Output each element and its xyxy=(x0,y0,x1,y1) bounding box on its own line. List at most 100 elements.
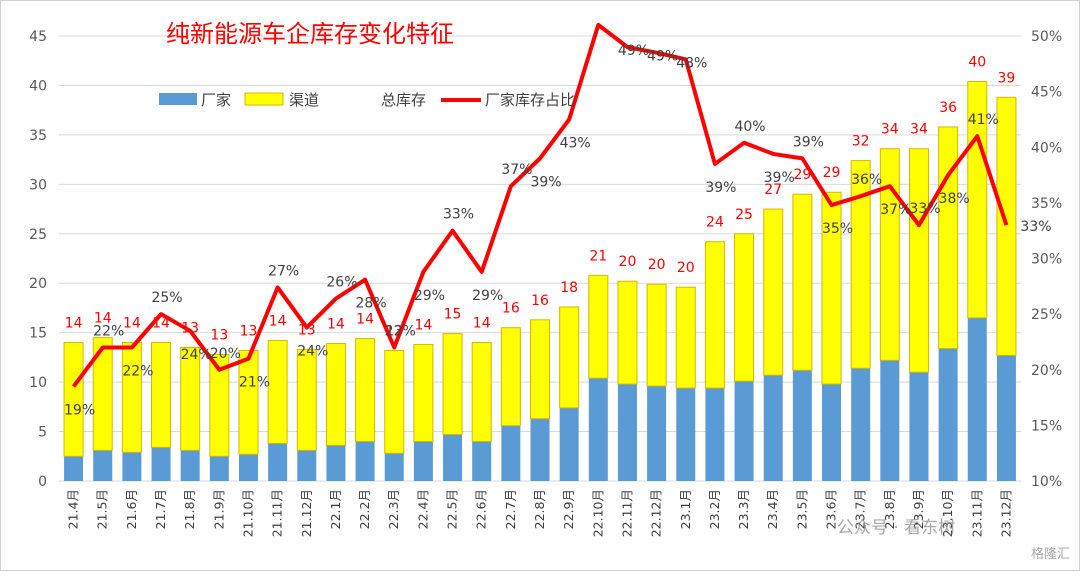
bar-channel xyxy=(355,338,376,442)
share-label: 22% xyxy=(93,324,124,340)
share-line xyxy=(71,22,1009,388)
share-label: 24% xyxy=(181,347,212,363)
left-axis: 0 5 10 15 20 25 30 35 40 45 xyxy=(29,29,47,490)
bar-factory xyxy=(501,425,521,481)
total-label: 18 xyxy=(560,280,578,296)
bar-factory xyxy=(238,454,258,481)
total-label: 16 xyxy=(531,293,549,309)
bar-channel xyxy=(325,343,346,446)
bar-channel xyxy=(121,342,142,453)
share-label: 37% xyxy=(501,162,532,178)
right-tick-label: 30% xyxy=(1031,252,1062,268)
right-tick-label: 25% xyxy=(1031,307,1062,323)
bar-factory xyxy=(792,370,812,481)
share-label: 22% xyxy=(122,364,153,380)
legend-label-factory: 厂家 xyxy=(201,91,231,109)
total-label: 20 xyxy=(677,260,695,276)
bar-factory xyxy=(822,384,842,481)
share-label: 43% xyxy=(560,135,591,151)
total-label: 20 xyxy=(648,257,666,273)
bar-channel xyxy=(92,337,113,451)
total-label: 21 xyxy=(589,248,607,264)
bar-factory xyxy=(705,388,725,481)
bar-channel xyxy=(267,340,288,444)
x-tick-label: 22.12月 xyxy=(649,489,664,537)
share-label: 33% xyxy=(1020,219,1051,235)
bar-channel xyxy=(792,193,813,371)
right-tick-label: 20% xyxy=(1031,363,1062,379)
legend-swatch-factory xyxy=(159,93,197,105)
x-tick-label: 23.6月 xyxy=(824,489,839,529)
x-tick-label: 23.12月 xyxy=(998,489,1013,537)
bar-channel xyxy=(238,349,259,455)
bar-channel xyxy=(559,306,580,409)
x-tick-label: 23.10月 xyxy=(940,489,955,537)
x-tick-label: 22.4月 xyxy=(415,489,430,529)
bar-channel xyxy=(734,233,755,382)
bar-factory xyxy=(967,317,987,481)
bar-channel xyxy=(850,160,871,369)
total-label: 29 xyxy=(823,165,841,181)
bar-channel xyxy=(821,191,842,385)
legend-label-share: 厂家库存占比 xyxy=(485,91,575,109)
bar-channel xyxy=(471,342,492,442)
share-label: 25% xyxy=(151,290,182,306)
right-tick-label: 15% xyxy=(1031,418,1062,434)
x-tick-label: 22.7月 xyxy=(503,489,518,529)
x-tick-label: 21.6月 xyxy=(124,489,139,529)
bar-factory xyxy=(472,441,492,481)
bar-channel xyxy=(296,348,317,451)
right-tick-label: 35% xyxy=(1031,196,1062,212)
bar-factory xyxy=(443,434,463,481)
total-label: 39 xyxy=(998,70,1016,86)
left-tick-label: 45 xyxy=(29,29,47,45)
bar-factory xyxy=(734,381,754,481)
left-tick-label: 15 xyxy=(29,326,47,342)
bar-factory xyxy=(93,450,113,481)
total-label: 16 xyxy=(502,301,520,317)
total-label: 14 xyxy=(327,317,345,333)
total-label: 29 xyxy=(793,167,811,183)
bar-channel xyxy=(209,353,230,457)
x-tick-label: 22.3月 xyxy=(386,489,401,529)
x-tick-label: 22.10月 xyxy=(590,489,605,537)
share-label: 33% xyxy=(443,207,474,223)
bar-factory xyxy=(996,355,1016,481)
x-tick-label: 23.7月 xyxy=(853,489,868,529)
bar-channel xyxy=(442,333,463,436)
left-tick-label: 0 xyxy=(38,474,47,490)
x-tick-label: 21.7月 xyxy=(153,489,168,529)
x-tick-label: 21.5月 xyxy=(95,489,110,529)
total-label: 24 xyxy=(706,215,724,231)
bar-factory xyxy=(64,456,84,481)
total-label: 14 xyxy=(65,316,83,332)
bar-channel xyxy=(704,241,725,389)
left-tick-label: 25 xyxy=(29,227,47,243)
legend-swatch-channel xyxy=(244,92,284,106)
x-tick-label: 23.5月 xyxy=(794,489,809,529)
legend-label-total: 总库存 xyxy=(381,91,426,109)
share-labels: 19%22%22%25%24%20%21%27%24%26%28%22%29%3… xyxy=(64,43,1052,418)
bar-factory xyxy=(326,445,346,481)
bar-factory xyxy=(880,360,900,481)
bar-channel xyxy=(675,286,696,389)
x-tick-label: 22.8月 xyxy=(532,489,547,529)
share-label: 39% xyxy=(705,180,736,196)
bar-factory xyxy=(530,418,550,481)
x-tick-label: 21.12月 xyxy=(299,489,314,537)
bar-factory xyxy=(151,447,171,481)
bar-channel xyxy=(996,96,1017,356)
bar-factory xyxy=(268,443,288,481)
bar-factory xyxy=(588,378,608,481)
right-tick-label: 45% xyxy=(1031,85,1062,101)
share-label: 48% xyxy=(676,55,707,71)
x-tick-label: 22.9月 xyxy=(561,489,576,529)
bar-channel xyxy=(500,327,521,427)
right-axis: 10% 15% 20% 25% 30% 35% 40% 45% 50% xyxy=(1031,29,1062,490)
x-tick-label: 21.11月 xyxy=(270,489,285,537)
total-label: 13 xyxy=(210,327,228,343)
bar-channel xyxy=(180,347,201,451)
x-tick-label: 23.3月 xyxy=(736,489,751,529)
